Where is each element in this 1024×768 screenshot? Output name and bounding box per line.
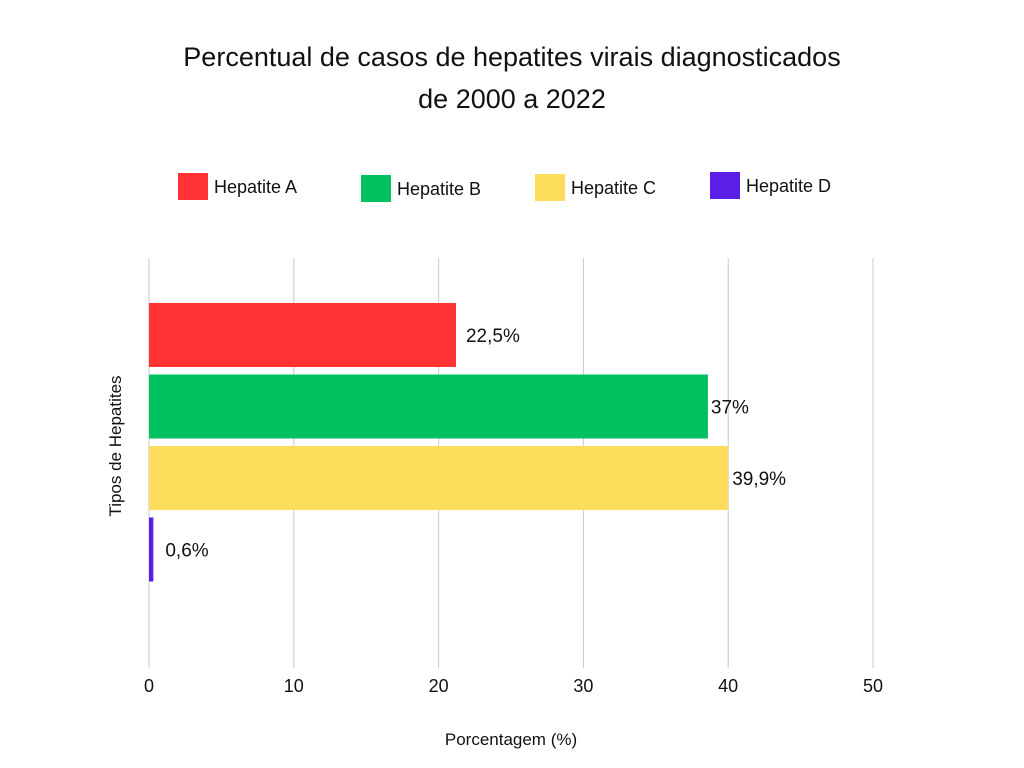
data-label-hepatite-a: 22,5% (466, 326, 520, 347)
bars (149, 303, 729, 582)
data-label-hepatite-b: 37% (711, 398, 749, 419)
data-label-hepatite-d: 0,6% (165, 541, 208, 562)
x-tick-label-0: 0 (144, 676, 154, 696)
legend-swatch-hepatite-d (710, 172, 740, 199)
legend-label-hepatite-d: Hepatite D (746, 176, 831, 196)
bar-hepatite-d (149, 517, 154, 582)
x-tick-label-30: 30 (573, 676, 593, 696)
x-tick-label-40: 40 (718, 676, 738, 696)
x-axis-ticks: 0 10 20 30 40 50 (144, 676, 883, 696)
legend-label-hepatite-c: Hepatite C (571, 178, 656, 198)
bar-hepatite-c (149, 446, 729, 510)
legend-swatch-hepatite-a (178, 173, 208, 200)
legend-label-hepatite-a: Hepatite A (214, 177, 297, 197)
x-tick-label-10: 10 (284, 676, 304, 696)
legend: Hepatite A Hepatite B Hepatite C Hepatite D (178, 172, 831, 202)
y-axis-title: Tipos de Hepatites (106, 375, 125, 516)
legend-swatch-hepatite-c (535, 174, 565, 201)
chart-title-line-2: de 2000 a 2022 (418, 84, 606, 114)
data-label-hepatite-c: 39,9% (732, 469, 786, 490)
x-tick-label-50: 50 (863, 676, 883, 696)
x-axis-title: Porcentagem (%) (445, 730, 577, 749)
bar-hepatite-b (149, 374, 708, 439)
data-labels: 22,5% 37% 39,9% 0,6% (165, 326, 786, 562)
legend-label-hepatite-b: Hepatite B (397, 179, 481, 199)
bar-hepatite-a (149, 303, 456, 367)
chart-title-line-1: Percentual de casos de hepatites virais … (183, 42, 840, 72)
x-tick-label-20: 20 (429, 676, 449, 696)
legend-swatch-hepatite-b (361, 175, 391, 202)
